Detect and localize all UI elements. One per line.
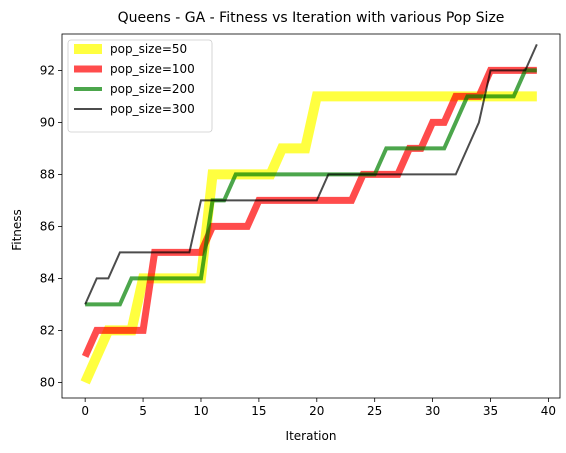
y-tick-label: 84 xyxy=(40,271,55,285)
x-tick-label: 25 xyxy=(367,404,382,418)
y-axis-label: Fitness xyxy=(10,209,24,251)
series-line-pop-size-200 xyxy=(85,68,537,307)
y-tick-label: 92 xyxy=(40,63,55,77)
x-tick-label: 30 xyxy=(425,404,440,418)
y-tick-label: 82 xyxy=(40,323,55,337)
x-tick-label: 5 xyxy=(139,404,147,418)
legend-box xyxy=(67,39,213,133)
y-axis: 80 82 84 86 88 90 92 xyxy=(40,63,62,389)
y-tick-label: 86 xyxy=(40,219,55,233)
series-layer xyxy=(80,43,538,385)
x-tick-label: 10 xyxy=(193,404,208,418)
x-tick-label: 0 xyxy=(81,404,89,418)
x-tick-label: 20 xyxy=(309,404,324,418)
y-tick-label: 80 xyxy=(40,375,55,389)
legend-entry-label: pop_size=200 xyxy=(110,82,195,96)
legend: pop_size=50 pop_size=100 pop_size=200 pop_s… xyxy=(67,39,213,133)
legend-entry-label: pop_size=50 xyxy=(110,42,187,56)
y-tick-label: 88 xyxy=(40,167,55,181)
series-line-pop-size-300 xyxy=(84,43,538,305)
x-tick-label: 15 xyxy=(251,404,266,418)
x-axis: 0 5 10 15 20 25 30 35 40 xyxy=(81,398,556,418)
chart-title: Queens - GA - Fitness vs Iteration with … xyxy=(118,10,505,26)
series-line-pop-size-50 xyxy=(80,91,537,385)
plot-frame xyxy=(61,33,561,399)
x-tick-label: 35 xyxy=(483,404,498,418)
x-axis-label: Iteration xyxy=(286,429,337,443)
x-tick-label: 40 xyxy=(541,404,556,418)
legend-entry-label: pop_size=100 xyxy=(110,62,195,76)
legend-entry-label: pop_size=300 xyxy=(110,102,195,116)
y-tick-label: 90 xyxy=(40,115,55,129)
